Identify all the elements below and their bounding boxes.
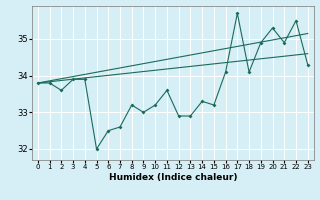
X-axis label: Humidex (Indice chaleur): Humidex (Indice chaleur) [108, 173, 237, 182]
